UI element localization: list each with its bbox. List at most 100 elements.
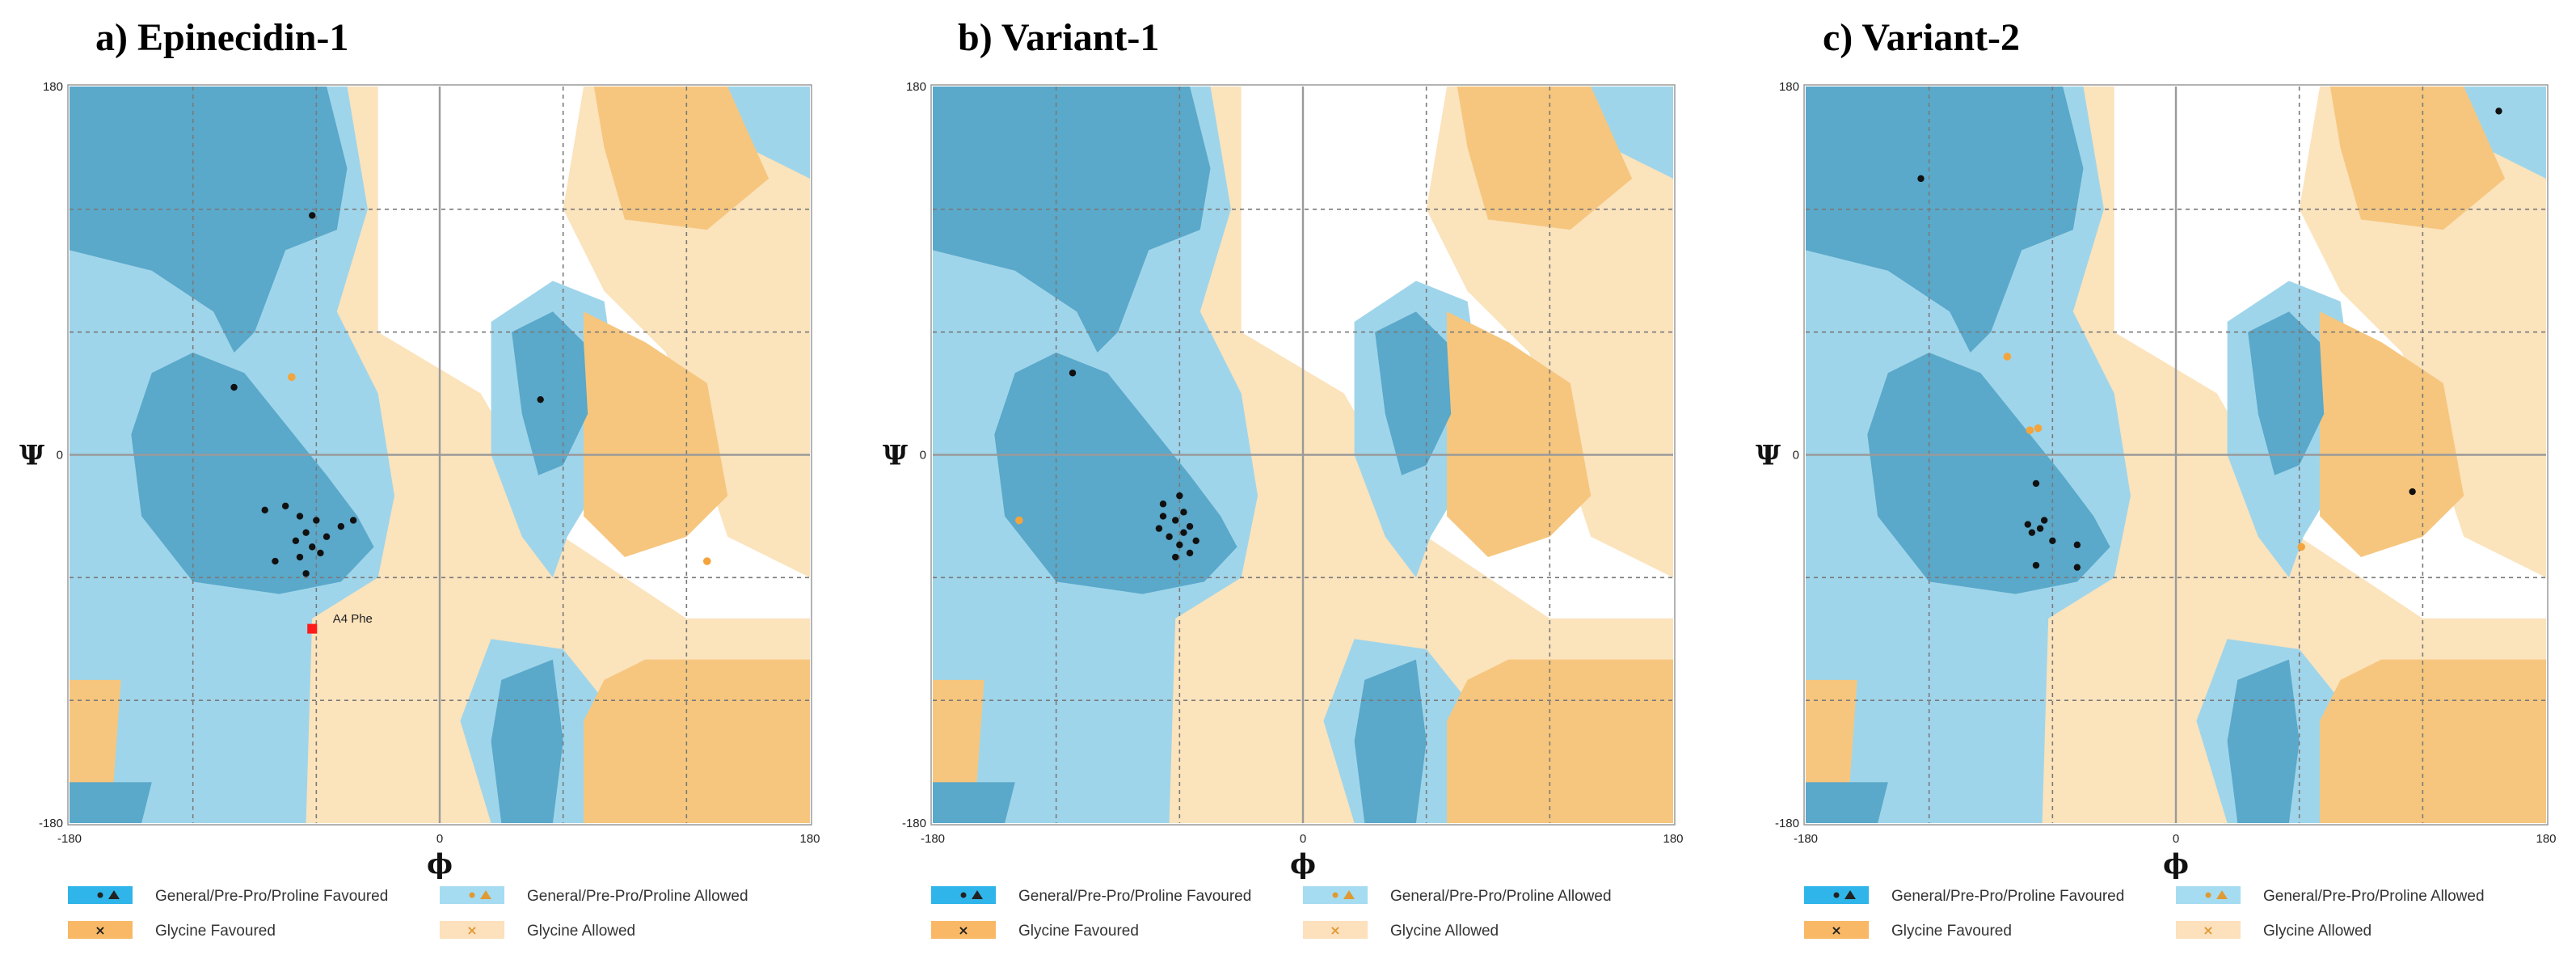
plot-frame xyxy=(67,84,812,826)
general-favoured-marker-icon xyxy=(1804,886,1869,904)
plot-frame xyxy=(930,84,1676,826)
chart-panel-1: a) Epinecidin-1 -180 0 180 180 0 -180 ϕ Ψ A4 Phe G… xyxy=(19,16,820,940)
y-tick-label: 180 xyxy=(1779,80,1799,94)
general-favoured-region xyxy=(2248,311,2325,475)
legend: General/Pre-Pro/Proline Favoured General/… xyxy=(931,886,1612,940)
glycine-favoured-region xyxy=(584,311,728,557)
general-residue-point xyxy=(317,549,324,557)
general-favoured-region xyxy=(1867,353,2110,594)
x-tick-label: 180 xyxy=(2536,832,2556,846)
general-favoured-marker-icon xyxy=(931,886,996,904)
legend-label: Glycine Allowed xyxy=(2263,923,2372,940)
legend-label: General/Pre-Pro/Proline Allowed xyxy=(1390,888,1612,905)
general-residue-point xyxy=(1155,525,1163,532)
glycine-residue-point xyxy=(1015,516,1023,525)
general-residue-point xyxy=(272,557,279,565)
glycine-favoured-region xyxy=(593,87,769,230)
legend: General/Pre-Pro/Proline Favoured General/… xyxy=(68,886,748,940)
general-residue-point xyxy=(2073,564,2081,571)
y-axis-label: Ψ xyxy=(1756,440,1781,472)
general-favoured-region xyxy=(933,87,1211,353)
glycine-favoured-region xyxy=(1447,659,1673,823)
svg-text:×: × xyxy=(2203,923,2213,938)
legend-label: General/Pre-Pro/Proline Allowed xyxy=(2263,888,2485,905)
x-axis-label: ϕ xyxy=(1290,848,1316,881)
glycine-favoured-region xyxy=(2329,87,2506,230)
y-tick-label: 180 xyxy=(906,80,926,94)
outlier-residue-point xyxy=(307,623,318,634)
general-residue-point xyxy=(296,513,304,520)
general-residue-point xyxy=(230,383,238,391)
x-tick-label: 180 xyxy=(1663,832,1683,846)
general-residue-point xyxy=(1176,541,1183,549)
svg-text:×: × xyxy=(958,923,968,938)
glycine-residue-point xyxy=(2003,353,2012,361)
general-residue-point xyxy=(1186,549,1194,557)
x-tick-label: -180 xyxy=(57,832,82,846)
chart-panel-2: b) Variant-1 -180 0 180 180 0 -180 ϕ Ψ General/Pr… xyxy=(883,16,1684,940)
general-residue-point xyxy=(2028,529,2036,536)
general-allowed-marker-icon xyxy=(2176,886,2241,904)
general-residue-point xyxy=(261,506,268,514)
general-residue-point xyxy=(537,395,544,403)
general-residue-point xyxy=(1186,522,1194,530)
general-residue-point xyxy=(1176,492,1183,500)
data-points xyxy=(1917,108,2502,571)
general-residue-point xyxy=(2409,488,2416,496)
general-favoured-region xyxy=(70,782,152,823)
chart-panel-3: c) Variant-2 -180 0 180 180 0 -180 ϕ Ψ General/Pr… xyxy=(1756,16,2557,940)
general-residue-point xyxy=(1069,370,1077,377)
y-tick-label: 180 xyxy=(43,80,63,94)
legend-label: General/Pre-Pro/Proline Favoured xyxy=(155,888,388,905)
general-favoured-region xyxy=(1354,659,1427,823)
general-residue-point xyxy=(1180,509,1187,516)
general-residue-point xyxy=(309,212,316,219)
glycine-favoured-region xyxy=(1457,87,1633,230)
panel-title: c) Variant-2 xyxy=(1823,16,2020,59)
data-points xyxy=(1015,370,1199,561)
general-residue-point xyxy=(281,502,289,509)
legend: General/Pre-Pro/Proline Favoured General/… xyxy=(1804,886,2485,940)
legend-label: General/Pre-Pro/Proline Allowed xyxy=(527,888,748,905)
general-residue-point xyxy=(2495,108,2502,115)
legend-label: General/Pre-Pro/Proline Favoured xyxy=(1018,888,1251,905)
plot-frame xyxy=(1803,84,2549,826)
glycine-favoured-marker-icon: × xyxy=(1804,921,1869,939)
y-tick-label: -180 xyxy=(39,817,63,830)
x-tick-label: 0 xyxy=(436,832,443,846)
glycine-residue-point xyxy=(2026,426,2034,434)
glycine-residue-point xyxy=(288,373,296,382)
general-residue-point xyxy=(1159,513,1167,520)
general-residue-point xyxy=(292,537,300,544)
x-tick-label: -180 xyxy=(921,832,945,846)
x-tick-label: 0 xyxy=(2173,832,2179,846)
y-axis-label: Ψ xyxy=(883,440,908,472)
data-points xyxy=(230,212,711,634)
glycine-favoured-marker-icon: × xyxy=(68,921,133,939)
general-allowed-marker-icon xyxy=(440,886,504,904)
glycine-favoured-region xyxy=(2320,659,2546,823)
glycine-residue-point xyxy=(2034,424,2043,433)
y-tick-label: 0 xyxy=(1793,449,1799,463)
general-residue-point xyxy=(2032,479,2040,488)
svg-text:×: × xyxy=(466,923,477,938)
panel-title: b) Variant-1 xyxy=(958,16,1159,59)
general-favoured-region xyxy=(2227,659,2300,823)
y-tick-label: -180 xyxy=(902,817,926,830)
glycine-favoured-region xyxy=(584,659,810,823)
general-residue-point xyxy=(1917,175,1925,183)
general-favoured-region xyxy=(933,782,1015,823)
glycine-favoured-marker-icon: × xyxy=(931,921,996,939)
general-residue-point xyxy=(1172,553,1179,561)
general-residue-point xyxy=(349,517,357,524)
glycine-residue-point xyxy=(702,557,711,565)
legend-label: General/Pre-Pro/Proline Favoured xyxy=(1891,888,2124,905)
y-axis-label: Ψ xyxy=(19,440,44,472)
y-tick-label: -180 xyxy=(1775,817,1799,830)
legend-label: Glycine Allowed xyxy=(1390,923,1499,940)
x-axis-label: ϕ xyxy=(2163,848,2189,881)
general-favoured-region xyxy=(1375,311,1452,475)
general-residue-point xyxy=(1192,537,1199,544)
general-residue-point xyxy=(337,522,345,530)
